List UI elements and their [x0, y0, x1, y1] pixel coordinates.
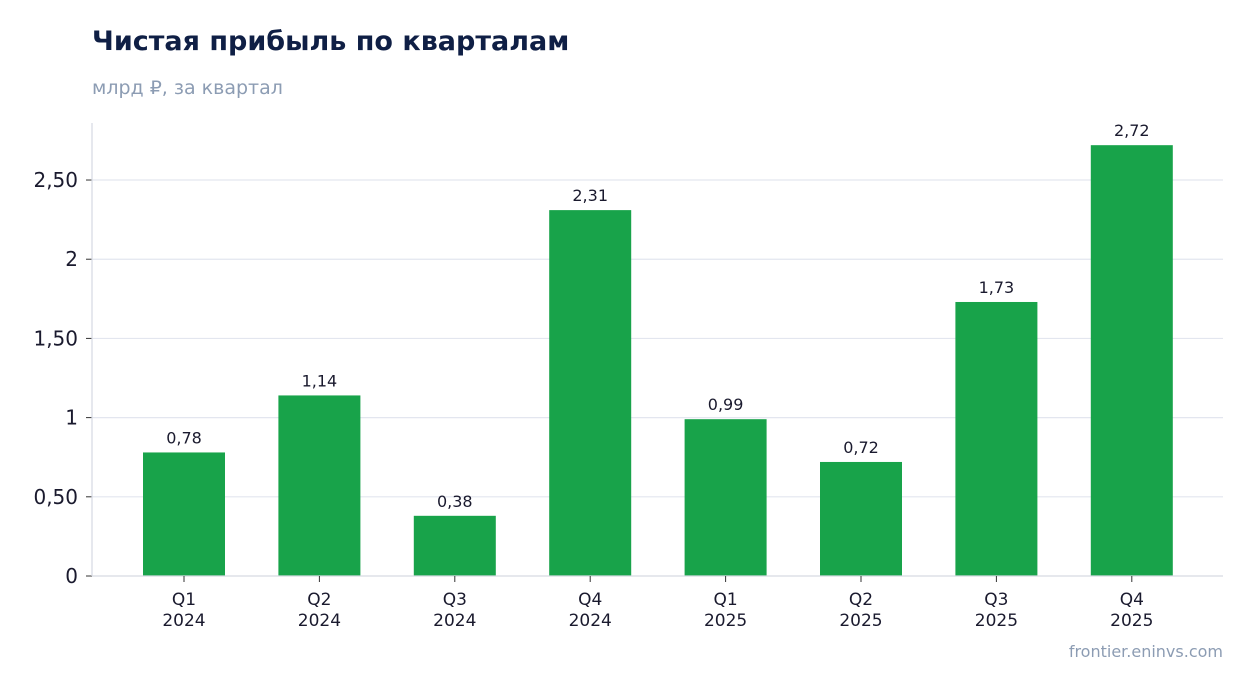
bar [143, 452, 225, 576]
x-tick-label-quarter: Q1 [172, 590, 196, 610]
x-tick-label-quarter: Q2 [849, 590, 873, 610]
y-tick-label: 2 [65, 247, 78, 271]
bar [413, 515, 496, 576]
axes: 00,5011,5022,50Q12024Q22024Q32024Q42024Q… [33, 123, 1223, 631]
chart-title: Чистая прибыль по кварталам [92, 26, 570, 57]
bar [820, 461, 902, 576]
bars [143, 145, 1173, 577]
y-tick-label: 0 [65, 564, 78, 588]
x-tick-label-year: 2024 [569, 611, 612, 631]
x-tick-label-year: 2024 [433, 611, 476, 631]
y-tick-label: 1 [65, 406, 78, 430]
x-tick-label-quarter: Q4 [1120, 590, 1144, 610]
x-tick-label-quarter: Q2 [307, 590, 331, 610]
x-tick-label-year: 2025 [1110, 611, 1153, 631]
bar [955, 301, 1038, 576]
bar-value-label: 0,72 [843, 438, 879, 457]
x-tick-label-year: 2025 [839, 611, 882, 631]
x-tick-label-year: 2024 [298, 611, 341, 631]
bar-value-label: 2,72 [1114, 121, 1150, 140]
bar [684, 419, 767, 576]
bar-value-label: 0,38 [437, 492, 473, 511]
bar [278, 395, 361, 576]
y-tick-label: 2,50 [33, 168, 78, 192]
bar-value-label: 0,99 [708, 395, 744, 414]
y-tick-label: 0,50 [33, 485, 78, 509]
x-tick-label-quarter: Q4 [578, 590, 602, 610]
chart-subtitle: млрд ₽, за квартал [92, 77, 283, 99]
bar-value-label: 1,73 [979, 278, 1015, 297]
x-tick-label-quarter: Q3 [984, 590, 1008, 610]
bar [549, 210, 632, 576]
source-label: frontier.eninvs.com [1068, 642, 1223, 661]
value-labels: 0,78 1,14 0,38 2,31 0,99 0,72 1,73 2,72 [166, 121, 1149, 511]
bar-value-label: 1,14 [302, 371, 338, 390]
x-tick-label-year: 2025 [704, 611, 747, 631]
x-tick-label-year: 2025 [975, 611, 1018, 631]
x-tick-label-quarter: Q1 [713, 590, 737, 610]
grid-lines [92, 179, 1223, 498]
bar [1090, 145, 1173, 577]
x-tick-label-quarter: Q3 [443, 590, 467, 610]
bar-value-label: 2,31 [572, 186, 608, 205]
y-tick-label: 1,50 [33, 326, 78, 350]
x-tick-label-year: 2024 [162, 611, 205, 631]
bar-value-label: 0,78 [166, 428, 202, 447]
